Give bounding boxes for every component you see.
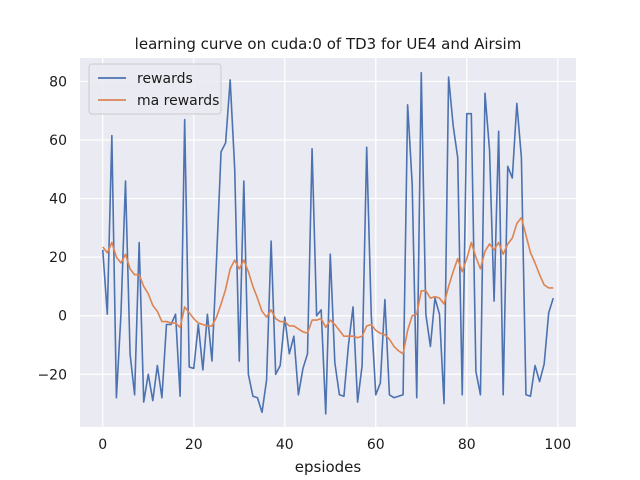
x-tick-label: 100 <box>544 437 571 453</box>
x-tick-label: 40 <box>276 437 294 453</box>
chart-title: learning curve on cuda:0 of TD3 for UE4 … <box>135 35 522 53</box>
rewards-series-line <box>101 71 555 415</box>
ma-rewards-series-line <box>102 216 554 355</box>
y-tick-label: 40 <box>49 192 67 208</box>
legend-box <box>88 63 222 115</box>
x-tick-label: 0 <box>98 437 107 453</box>
legend: rewards ma rewards <box>88 63 222 115</box>
y-tick-label: 0 <box>58 309 67 325</box>
x-tick-label: 80 <box>458 437 476 453</box>
legend-label: rewards <box>137 71 193 87</box>
x-axis-label: epsiodes <box>295 458 362 476</box>
x-tick-label: 20 <box>185 437 203 453</box>
legend-label: ma rewards <box>137 93 219 109</box>
y-tick-label: 20 <box>49 250 67 266</box>
y-tick-label: −20 <box>37 367 67 383</box>
y-tick-label: 60 <box>49 133 67 149</box>
y-tick-label: 80 <box>49 74 67 90</box>
x-tick-label: 60 <box>367 437 385 453</box>
plot-area <box>80 58 576 427</box>
